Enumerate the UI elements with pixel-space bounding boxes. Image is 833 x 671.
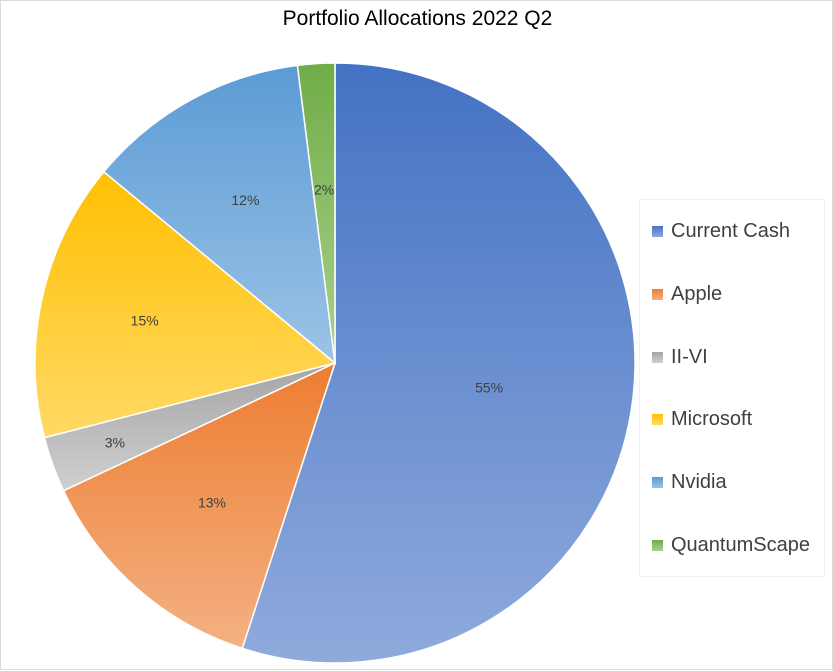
pie-data-labels: 55% 13% 3% 15% 12% 2% [105, 181, 503, 510]
legend-swatch [652, 476, 663, 488]
legend-swatch [652, 351, 663, 363]
legend-label: QuantumScape [671, 533, 810, 556]
legend-item: QuantumScape [652, 531, 810, 559]
pie-slice-nvidia [102, 64, 336, 365]
legend-item: Current Cash [652, 217, 790, 245]
legend-item: Nvidia [652, 468, 727, 496]
legend-item: II-VI [652, 343, 708, 371]
legend-label: Apple [671, 282, 723, 305]
legend-label: Current Cash [671, 219, 790, 242]
data-label-ii-vi: 3% [105, 434, 125, 450]
legend-label: II-VI [671, 345, 708, 368]
data-label-apple: 13% [198, 495, 226, 511]
chart-title: Portfolio Allocations 2022 Q2 [282, 7, 553, 30]
pie-slices [34, 62, 636, 664]
data-label-quantumscape: 2% [314, 181, 334, 197]
pie-slice-microsoft [34, 170, 337, 439]
legend-item: Apple [652, 280, 722, 308]
pie-slice-current-cash [241, 62, 636, 664]
legend: Current Cash Apple II-VI Microsoft Nvidia Qua… [639, 199, 825, 577]
pie-slice-apple [62, 361, 337, 650]
data-label-nvidia: 12% [231, 192, 259, 208]
legend-label: Nvidia [671, 470, 727, 493]
legend-swatch [652, 413, 663, 425]
legend-item: Microsoft [652, 405, 752, 433]
legend-swatch [652, 225, 663, 237]
data-label-microsoft: 15% [131, 312, 159, 328]
legend-label: Microsoft [671, 407, 753, 430]
legend-swatch [652, 288, 663, 300]
pie-slice-quantumscape [296, 62, 336, 364]
data-label-current-cash: 55% [475, 379, 503, 395]
legend-swatch [652, 539, 663, 551]
